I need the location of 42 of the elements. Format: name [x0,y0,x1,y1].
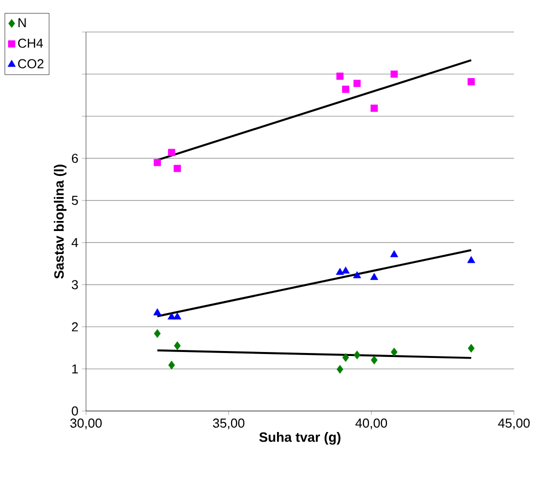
point [342,266,350,274]
point [390,70,398,78]
point [168,148,176,156]
point [336,364,344,374]
legend-label: N [18,18,26,28]
point [353,80,361,87]
y-tick-label: 0 [72,406,78,416]
y-axis-title: Sastav bioplina (l) [54,164,66,279]
y-tick-label: 4 [72,238,78,248]
point [336,268,344,275]
point [468,344,475,353]
y-tick-label: 3 [72,280,78,290]
legend-label: CH4 [18,38,43,48]
point [173,312,182,320]
point [174,341,181,350]
x-tick-label: 40,00 [355,418,388,430]
point [153,308,162,316]
point [342,353,349,362]
y-tick-label: 5 [72,196,78,205]
point [390,250,398,258]
point [342,86,350,93]
y-tick-label: 2 [72,322,78,332]
legend-label: CO2 [18,59,44,68]
point [467,256,476,264]
point [168,360,175,370]
y-tick-label: 1 [72,364,78,374]
point [154,329,161,338]
x-axis-title: Suha tvar (g) [259,432,340,445]
point [370,104,378,112]
point [353,271,362,278]
point [390,348,398,356]
x-tick-label: 30,00 [70,418,102,430]
point [468,78,475,86]
x-tick-label: 35,00 [212,418,244,430]
point [370,272,378,280]
point [354,350,360,360]
point [336,72,344,80]
point [174,164,181,172]
y-tick-label: 6 [72,154,78,163]
point [154,158,161,166]
point [370,356,378,364]
x-tick-label: 45,00 [498,418,530,430]
